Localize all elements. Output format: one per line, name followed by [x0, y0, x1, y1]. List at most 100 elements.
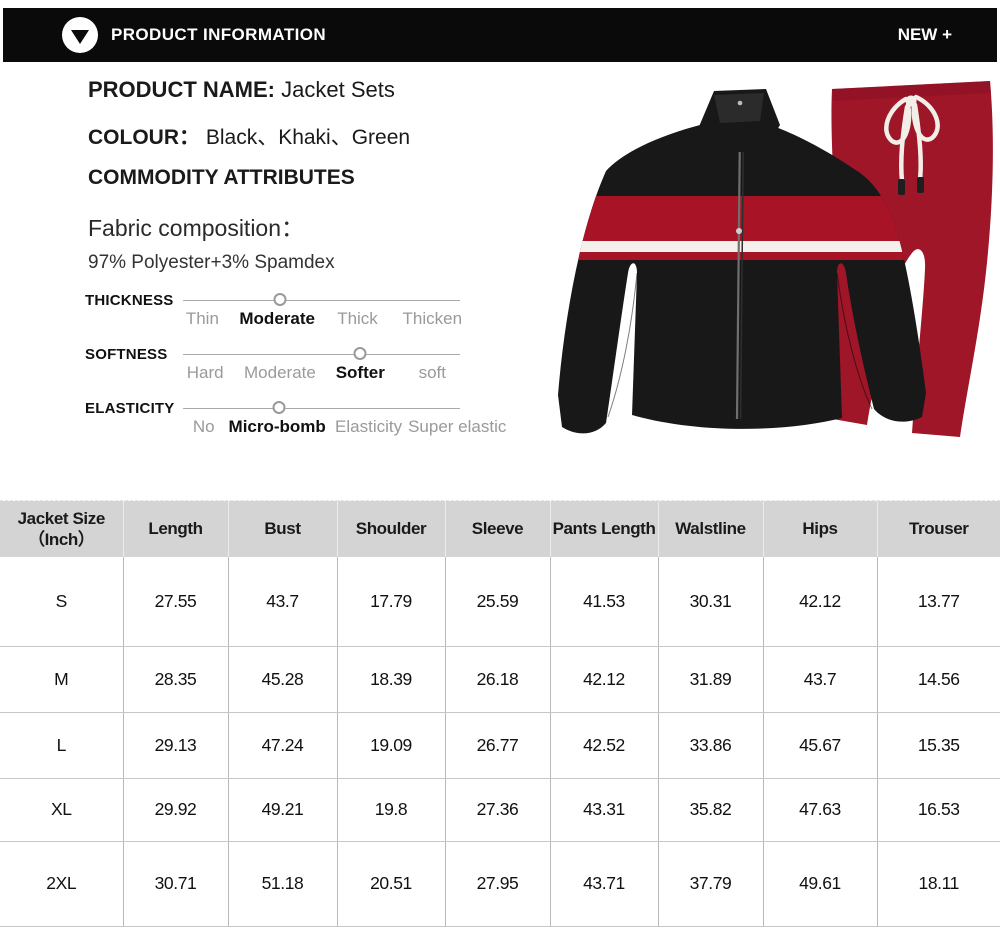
product-photo: [558, 81, 993, 437]
measure-cell: 33.86: [657, 712, 763, 779]
table-row: S 27.55 43.7 17.79 25.59 41.53 30.31 42.12 13.77: [0, 557, 1000, 647]
slider-option: Micro-bomb: [228, 417, 326, 436]
softness-row: SOFTNESS Hard Moderate Softer soft: [85, 342, 525, 394]
slider-knob[interactable]: [353, 347, 367, 360]
thickness-row: THICKNESS Thin Moderate Thick Thicken: [85, 288, 525, 340]
fabric-composition-value: 97% Polyester+3% Spamdex: [88, 252, 335, 273]
slider-knob[interactable]: [272, 401, 286, 414]
slider-option: soft: [418, 363, 446, 382]
slider-option: Thicken: [402, 309, 463, 328]
product-name-label: PRODUCT NAME:: [88, 77, 275, 102]
measure-cell: 45.28: [227, 646, 337, 713]
measure-cell: 43.7: [762, 646, 877, 713]
product-name-line: PRODUCT NAME: Jacket Sets: [88, 77, 395, 103]
column-header: Sleeve: [444, 501, 550, 557]
measure-cell: 19.8: [336, 778, 445, 842]
colour-line: COLOUR： Black、Khaki、Green: [88, 121, 410, 151]
measure-cell: 43.31: [549, 778, 658, 842]
table-row: L 29.13 47.24 19.09 26.77 42.52 33.86 45.67 15.3…: [0, 712, 1000, 779]
measure-cell: 45.67: [762, 712, 877, 779]
measure-cell: 27.95: [444, 841, 550, 927]
column-header: Walstline: [657, 501, 763, 557]
colour-value: Black、Khaki、Green: [205, 126, 411, 149]
measure-cell: 42.12: [549, 646, 658, 713]
measure-cell: 47.24: [227, 712, 337, 779]
elasticity-label: ELASTICITY: [85, 400, 175, 417]
column-header: Length: [122, 501, 228, 557]
measure-cell: 14.56: [876, 646, 1000, 713]
measure-cell: 49.21: [227, 778, 337, 842]
column-header: Bust: [227, 501, 337, 557]
slider-option: Moderate: [244, 363, 316, 382]
size-cell: XL: [0, 778, 123, 842]
measure-cell: 41.53: [549, 557, 658, 647]
header-bar: PRODUCT INFORMATION NEW +: [3, 8, 997, 62]
measure-cell: 29.92: [122, 778, 228, 842]
slider-track: [183, 354, 460, 355]
measure-cell: 27.36: [444, 778, 550, 842]
triangle-down-icon: [62, 17, 98, 53]
measure-cell: 43.71: [549, 841, 658, 927]
measure-cell: 30.71: [122, 841, 228, 927]
slider-track: [183, 300, 460, 301]
measure-cell: 47.63: [762, 778, 877, 842]
thickness-label: THICKNESS: [85, 292, 174, 309]
size-cell: S: [0, 557, 123, 647]
slider-option: Elasticity: [335, 417, 403, 436]
column-header: Trouser: [876, 501, 1000, 557]
measure-cell: 42.12: [762, 557, 877, 647]
size-chart-section: Jacket Size （Inch） Length Bust Shoulder Slee…: [0, 500, 1000, 927]
elasticity-row: ELASTICITY No Micro-bomb Elasticity Super e…: [85, 396, 525, 448]
column-header: Jacket Size （Inch）: [0, 501, 123, 557]
page-title: PRODUCT INFORMATION: [111, 25, 327, 44]
slider-track: [183, 408, 460, 409]
slider-option: Thick: [337, 309, 378, 328]
measure-cell: 43.7: [227, 557, 337, 647]
table-row: M 28.35 45.28 18.39 26.18 42.12 31.89 43.7 14.56: [0, 646, 1000, 713]
size-cell: M: [0, 646, 123, 713]
table-row: 2XL 30.71 51.18 20.51 27.95 43.71 37.79 49.61 18…: [0, 841, 1000, 927]
measure-cell: 31.89: [657, 646, 763, 713]
table-row: XL 29.92 49.21 19.8 27.36 43.31 35.82 47.63 16.5…: [0, 778, 1000, 842]
measure-cell: 25.59: [444, 557, 550, 647]
slider-option: Thin: [185, 309, 219, 328]
size-table-header-row: Jacket Size （Inch） Length Bust Shoulder Slee…: [0, 501, 1000, 557]
measure-cell: 18.11: [876, 841, 1000, 927]
size-cell: 2XL: [0, 841, 123, 927]
measure-cell: 13.77: [876, 557, 1000, 647]
size-cell: L: [0, 712, 123, 779]
measure-cell: 37.79: [657, 841, 763, 927]
measure-cell: 51.18: [227, 841, 337, 927]
measure-cell: 35.82: [657, 778, 763, 842]
drawstring: [884, 94, 940, 184]
measure-cell: 28.35: [122, 646, 228, 713]
measure-cell: 16.53: [876, 778, 1000, 842]
slider-options: No Micro-bomb Elasticity Super elastic: [183, 417, 506, 441]
measure-cell: 30.31: [657, 557, 763, 647]
measure-cell: 20.51: [336, 841, 445, 927]
commodity-attributes-heading: COMMODITY ATTRIBUTES: [88, 166, 355, 189]
colour-label: COLOUR：: [88, 126, 200, 149]
new-plus-button[interactable]: NEW +: [897, 25, 952, 44]
measure-cell: 26.18: [444, 646, 550, 713]
measure-cell: 26.77: [444, 712, 550, 779]
measure-cell: 29.13: [122, 712, 228, 779]
size-table-body: S 27.55 43.7 17.79 25.59 41.53 30.31 42.12 13.77…: [0, 557, 1000, 927]
slider-option: Super elastic: [408, 417, 507, 436]
measure-cell: 27.55: [122, 557, 228, 647]
measure-cell: 18.39: [336, 646, 445, 713]
measure-cell: 49.61: [762, 841, 877, 927]
slider-options: Hard Moderate Softer soft: [183, 363, 460, 387]
size-table: Jacket Size （Inch） Length Bust Shoulder Slee…: [0, 501, 1000, 927]
column-header: Shoulder: [336, 501, 445, 557]
slider-option: Hard: [186, 363, 224, 382]
measure-cell: 17.79: [336, 557, 445, 647]
measure-cell: 19.09: [336, 712, 445, 779]
slider-option: Softer: [335, 363, 385, 382]
slider-option: Moderate: [239, 309, 315, 328]
product-name-value: Jacket Sets: [281, 77, 395, 102]
slider-knob[interactable]: [273, 293, 287, 306]
measure-cell: 42.52: [549, 712, 658, 779]
fabric-composition-label: Fabric composition：: [88, 215, 305, 241]
slider-options: Thin Moderate Thick Thicken: [183, 309, 463, 333]
